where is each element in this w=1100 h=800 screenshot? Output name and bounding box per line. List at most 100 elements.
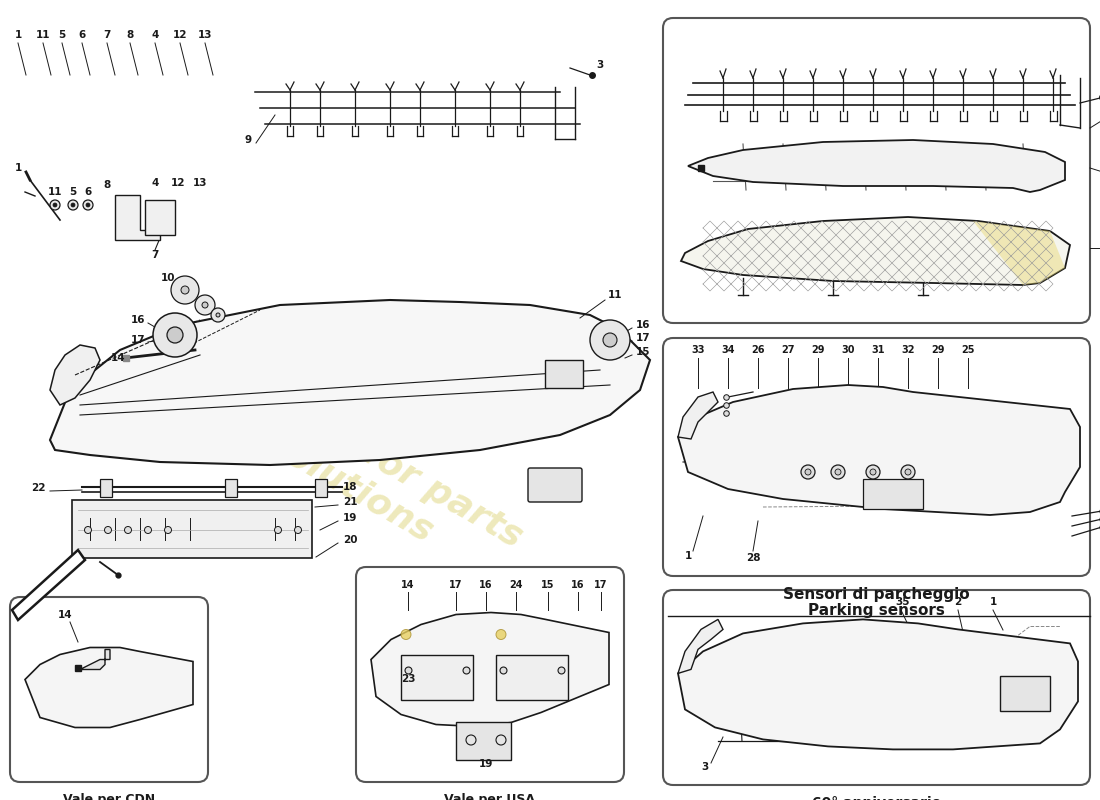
Text: 3: 3 xyxy=(702,762,708,772)
Text: 8: 8 xyxy=(103,180,111,190)
Polygon shape xyxy=(688,140,1065,192)
Text: 34: 34 xyxy=(722,345,735,355)
Circle shape xyxy=(50,200,60,210)
Polygon shape xyxy=(681,217,1070,285)
Bar xyxy=(402,654,473,699)
Text: 16: 16 xyxy=(636,320,650,330)
Polygon shape xyxy=(974,221,1065,285)
Polygon shape xyxy=(12,550,85,620)
Text: 13: 13 xyxy=(198,30,212,40)
Circle shape xyxy=(202,302,208,308)
Polygon shape xyxy=(50,345,100,405)
Text: 15: 15 xyxy=(636,347,650,357)
Text: 1: 1 xyxy=(684,551,692,561)
Text: 19: 19 xyxy=(478,759,493,769)
Polygon shape xyxy=(678,392,718,439)
Bar xyxy=(496,654,568,699)
Text: 4: 4 xyxy=(152,30,158,40)
Text: 28: 28 xyxy=(746,553,760,563)
Circle shape xyxy=(165,526,172,534)
Circle shape xyxy=(835,469,842,475)
Text: Vale per CDN: Vale per CDN xyxy=(63,794,155,800)
Text: 11: 11 xyxy=(35,30,51,40)
Bar xyxy=(1000,676,1050,711)
Circle shape xyxy=(195,295,214,315)
Text: 17: 17 xyxy=(131,335,145,345)
Text: Parking sensors: Parking sensors xyxy=(808,602,945,618)
Circle shape xyxy=(603,333,617,347)
Text: 20: 20 xyxy=(343,535,358,545)
Text: 27: 27 xyxy=(781,345,794,355)
Circle shape xyxy=(82,200,94,210)
Text: 17: 17 xyxy=(449,580,463,590)
Bar xyxy=(226,479,236,497)
Text: 7: 7 xyxy=(103,30,111,40)
Text: 4: 4 xyxy=(152,178,158,188)
Text: Sensori di parcheggio: Sensori di parcheggio xyxy=(783,586,970,602)
Text: 14: 14 xyxy=(402,580,415,590)
Circle shape xyxy=(870,469,876,475)
Circle shape xyxy=(866,465,880,479)
Text: 2: 2 xyxy=(955,597,961,607)
Circle shape xyxy=(905,469,911,475)
Bar xyxy=(864,479,923,509)
Text: 1: 1 xyxy=(989,597,997,607)
Text: 11: 11 xyxy=(47,187,63,197)
Text: 17: 17 xyxy=(594,580,607,590)
Text: Vale per USA: Vale per USA xyxy=(444,794,536,800)
Circle shape xyxy=(153,313,197,357)
Circle shape xyxy=(402,630,411,639)
Text: 29: 29 xyxy=(812,345,825,355)
Circle shape xyxy=(830,465,845,479)
Circle shape xyxy=(53,203,57,207)
Text: 9: 9 xyxy=(244,135,252,145)
Text: 15: 15 xyxy=(541,580,554,590)
Circle shape xyxy=(72,203,75,207)
Polygon shape xyxy=(80,650,110,670)
Text: 8: 8 xyxy=(126,30,133,40)
Text: 31: 31 xyxy=(871,345,884,355)
Polygon shape xyxy=(50,300,650,465)
Circle shape xyxy=(901,465,915,479)
Circle shape xyxy=(590,320,630,360)
Circle shape xyxy=(182,286,189,294)
Polygon shape xyxy=(116,195,160,240)
Text: 1: 1 xyxy=(14,30,22,40)
Polygon shape xyxy=(678,619,723,674)
Text: 26: 26 xyxy=(751,345,764,355)
Text: 33: 33 xyxy=(691,345,705,355)
Circle shape xyxy=(85,526,91,534)
Text: 13: 13 xyxy=(192,178,207,188)
Circle shape xyxy=(805,469,811,475)
Text: 7: 7 xyxy=(152,250,158,260)
Text: 30: 30 xyxy=(842,345,855,355)
Circle shape xyxy=(801,465,815,479)
Text: 35: 35 xyxy=(895,597,911,607)
Text: 22: 22 xyxy=(31,483,45,493)
Bar xyxy=(456,722,512,760)
Text: 11: 11 xyxy=(607,290,623,300)
Bar xyxy=(145,200,175,235)
Text: 16: 16 xyxy=(571,580,585,590)
Text: 21: 21 xyxy=(343,497,358,507)
Circle shape xyxy=(295,526,301,534)
Circle shape xyxy=(496,630,506,639)
Text: 1: 1 xyxy=(14,163,22,173)
Text: 16: 16 xyxy=(131,315,145,325)
Text: 12: 12 xyxy=(173,30,187,40)
Text: 5: 5 xyxy=(58,30,66,40)
Circle shape xyxy=(144,526,152,534)
Text: 6: 6 xyxy=(85,187,91,197)
Text: 25: 25 xyxy=(961,345,975,355)
Text: 17: 17 xyxy=(636,333,650,343)
Bar xyxy=(544,360,583,388)
Text: 18: 18 xyxy=(343,482,358,492)
Text: 14: 14 xyxy=(111,353,125,363)
Bar xyxy=(72,500,312,558)
Text: 16: 16 xyxy=(480,580,493,590)
Text: 12: 12 xyxy=(170,178,185,188)
Circle shape xyxy=(124,526,132,534)
Bar xyxy=(315,479,327,497)
Text: 14: 14 xyxy=(57,610,73,620)
Polygon shape xyxy=(678,619,1078,750)
